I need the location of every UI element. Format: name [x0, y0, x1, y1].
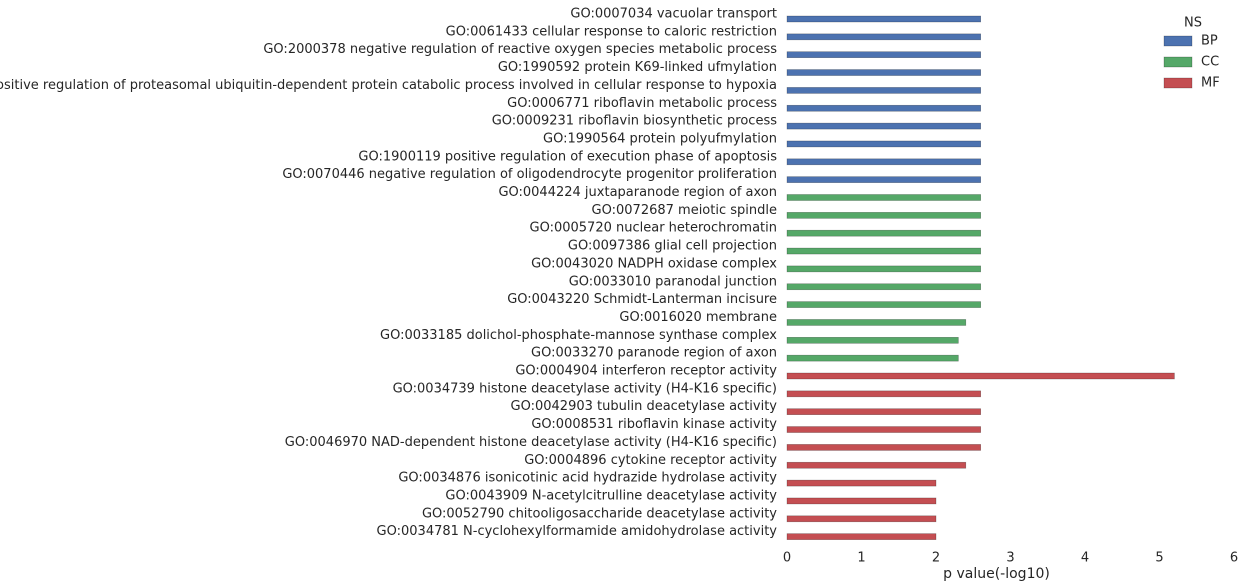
category-label: GO:0043909 N-acetylcitrulline deacetylas… [445, 488, 777, 503]
category-label: GO:0007034 vacuolar transport [570, 7, 777, 22]
bar-mf [786, 479, 937, 487]
category-label: GO:0004896 cytokine receptor activity [524, 453, 777, 468]
bar-cc [786, 247, 981, 255]
legend-title: NS [1184, 16, 1202, 31]
bar-cc [786, 283, 981, 291]
x-tick-label: 0 [783, 551, 791, 566]
category-label: GO:0072687 meiotic spindle [592, 203, 777, 218]
category-label: GO:1990592 protein K69-linked ufmylation [498, 60, 777, 75]
category-label: GO:2000777 positive regulation of protea… [0, 78, 777, 93]
bar-mf [786, 497, 937, 505]
category-label: GO:0061433 cellular response to caloric … [446, 24, 777, 39]
bar-mf [786, 390, 981, 398]
category-label: GO:0034781 N-cyclohexylformamide amidohy… [377, 524, 778, 539]
bar-mf [786, 426, 981, 433]
legend-label-mf: MF [1201, 76, 1220, 91]
category-label: GO:0005720 nuclear heterochromatin [530, 221, 778, 236]
bar-mf [786, 461, 967, 469]
category-label: GO:0033010 paranodal junction [569, 274, 777, 289]
category-labels: GO:0007034 vacuolar transport GO:0061433 … [0, 7, 777, 540]
bar-bp [786, 15, 981, 23]
category-label: GO:0033185 dolichol-phosphate-mannose sy… [380, 328, 777, 343]
category-label: GO:0042903 tubulin deacetylase activity [511, 399, 778, 414]
legend-label-cc: CC [1201, 55, 1219, 70]
category-label: GO:0006771 riboflavin metabolic process [507, 96, 777, 111]
category-label: GO:0009231 riboflavin biosynthetic proce… [492, 114, 778, 129]
bar-cc [786, 265, 981, 273]
bar-bp [786, 87, 981, 94]
x-tick-label: 3 [1006, 551, 1014, 566]
bar-cc [786, 336, 959, 344]
category-label: GO:0044224 juxtaparanode region of axon [498, 185, 777, 200]
category-label: GO:0070446 negative regulation of oligod… [282, 167, 777, 182]
bar-bp [786, 69, 981, 76]
legend-label-bp: BP [1201, 34, 1218, 49]
bar-mf [786, 408, 981, 416]
bar-bp [786, 51, 981, 59]
category-label: GO:0097386 glial cell projection [568, 239, 777, 254]
x-tick-label: 5 [1155, 551, 1163, 566]
category-label: GO:0016020 membrane [619, 310, 777, 325]
bar-bp [786, 104, 981, 112]
category-label: GO:0043220 Schmidt-Lanterman incisure [507, 292, 777, 307]
category-label: GO:0034876 isonicotinic acid hydrazide h… [398, 471, 777, 486]
legend-swatch-cc [1163, 56, 1193, 68]
legend-swatch-mf [1163, 77, 1193, 89]
bar-cc [786, 301, 981, 308]
x-axis-ticks: 0 1 2 3 4 5 6 [783, 551, 1238, 566]
bar-mf [786, 372, 1175, 380]
x-axis-label: p value(-log10) [943, 566, 1050, 582]
bar-cc [786, 354, 959, 362]
x-tick-label: 2 [932, 551, 940, 566]
bar-cc [786, 194, 981, 201]
category-label: GO:0033270 paranode region of axon [531, 346, 777, 361]
legend-swatch-bp [1163, 35, 1193, 47]
x-tick-label: 6 [1230, 551, 1238, 566]
category-label: GO:0046970 NAD-dependent histone deacety… [285, 435, 777, 450]
bar-bp [786, 140, 981, 148]
bar-mf [786, 533, 937, 540]
x-tick-label: 4 [1081, 551, 1089, 566]
category-label: GO:0043020 NADPH oxidase complex [531, 256, 777, 271]
category-label: GO:2000378 negative regulation of reacti… [263, 42, 777, 57]
category-label: GO:1990564 protein polyufmylation [543, 131, 777, 146]
category-label: GO:1900119 positive regulation of execut… [358, 149, 777, 164]
bars [786, 15, 1175, 540]
bar-cc [786, 212, 981, 219]
bar-mf [786, 444, 981, 451]
category-label: GO:0052790 chitooligosaccharide deacetyl… [422, 506, 777, 521]
x-tick-label: 1 [857, 551, 865, 566]
bar-mf [786, 515, 937, 523]
bar-bp [786, 176, 981, 183]
category-label: GO:0004904 interferon receptor activity [515, 364, 777, 379]
bar-bp [786, 122, 981, 130]
category-label: GO:0034739 histone deacetylase activity … [393, 381, 777, 396]
bar-bp [786, 33, 981, 41]
bar-cc [786, 319, 967, 326]
legend: NS BP CC MF [1163, 16, 1220, 91]
bar-cc [786, 229, 981, 237]
bar-bp [786, 158, 981, 166]
category-label: GO:0008531 riboflavin kinase activity [531, 417, 777, 432]
